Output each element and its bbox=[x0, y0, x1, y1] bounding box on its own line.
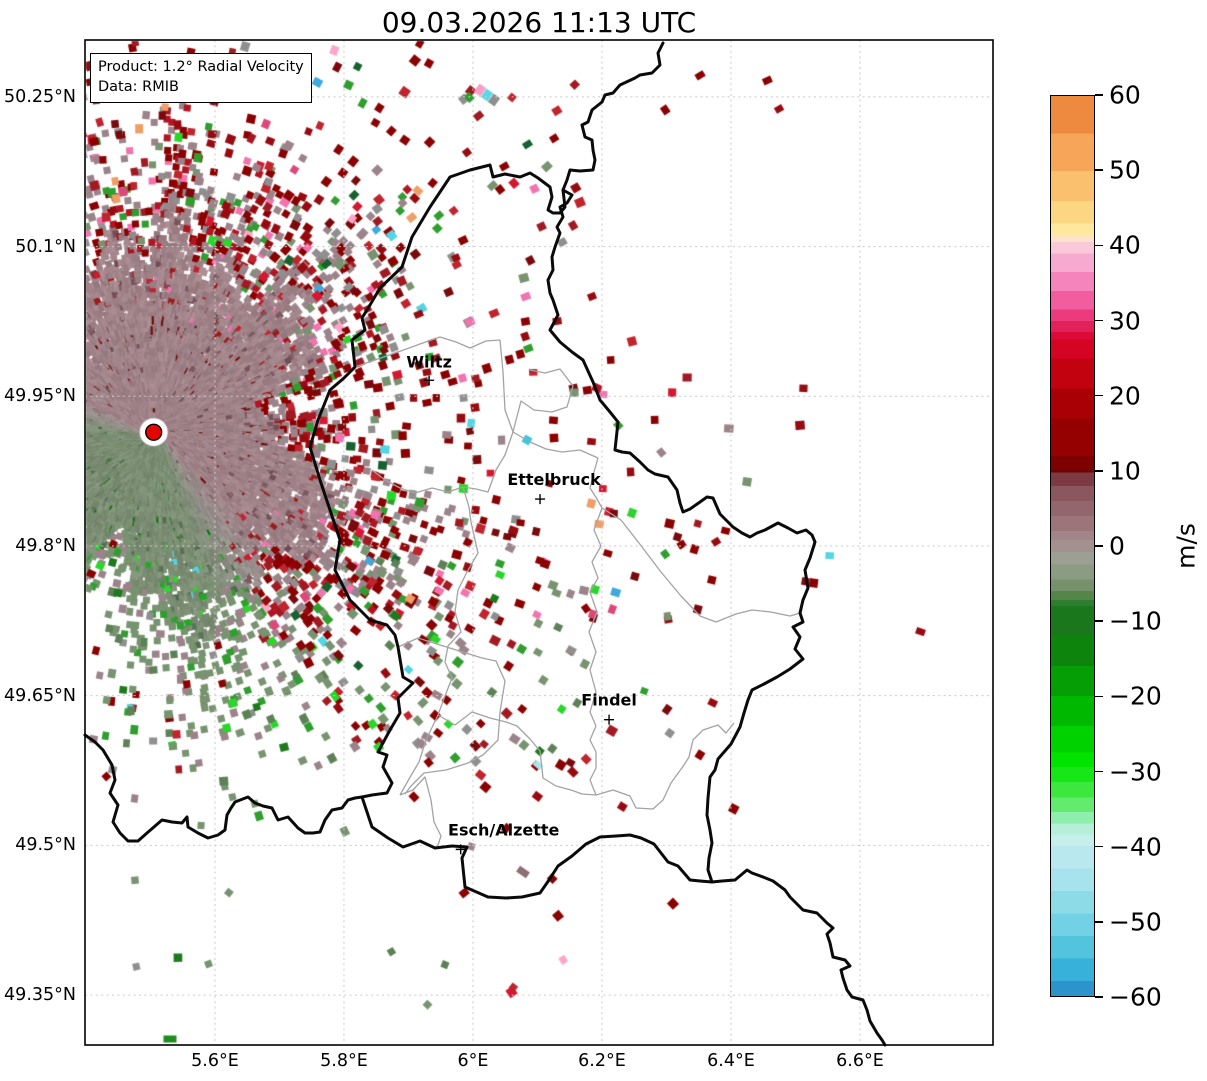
data-source-line: Data: RMIB bbox=[98, 79, 179, 96]
district-border-path bbox=[601, 507, 801, 623]
colorbar-tick-label: −10 bbox=[1109, 606, 1162, 636]
colorbar-tick bbox=[1095, 244, 1103, 247]
city-label: Esch/Alzette bbox=[448, 820, 560, 839]
colorbar-tick bbox=[1095, 94, 1103, 96]
lat-tick-label: 49.95°N bbox=[4, 386, 76, 407]
colorbar-tick-label: 50 bbox=[1109, 155, 1141, 185]
district-border-path bbox=[371, 431, 514, 494]
city-marker bbox=[535, 494, 546, 505]
colorbar-tick-label: 60 bbox=[1109, 80, 1141, 110]
product-info-box: Product: 1.2° Radial Velocity Data: RMIB bbox=[90, 53, 312, 103]
colorbar-tick bbox=[1095, 695, 1103, 698]
colorbar-tick bbox=[1095, 845, 1103, 848]
colorbar-tick-label: −30 bbox=[1109, 757, 1162, 786]
colorbar-tick bbox=[1095, 921, 1103, 923]
country-border-path bbox=[546, 188, 817, 884]
colorbar-tick-label: 20 bbox=[1109, 381, 1141, 411]
lat-tick-label: 49.5°N bbox=[15, 835, 76, 856]
district-border-path bbox=[351, 336, 501, 369]
lat-tick-label: 50.1°N bbox=[15, 236, 76, 257]
colorbar-tick bbox=[1095, 620, 1103, 622]
colorbar-tick bbox=[1095, 545, 1103, 547]
colorbar-tick-label: −40 bbox=[1109, 832, 1162, 862]
district-border-path bbox=[397, 637, 506, 795]
colorbar-tick bbox=[1095, 996, 1103, 998]
city-label: Findel bbox=[581, 691, 637, 710]
lon-tick-label: 5.6°E bbox=[191, 1051, 239, 1071]
district-border-path bbox=[512, 368, 574, 433]
country-border-path bbox=[83, 733, 364, 843]
lat-tick-label: 49.8°N bbox=[15, 535, 76, 556]
district-border-path bbox=[589, 725, 597, 796]
country-border-path bbox=[561, 41, 665, 192]
product-line: Product: 1.2° Radial Velocity bbox=[98, 59, 304, 75]
lat-tick-label: 50.25°N bbox=[4, 86, 76, 107]
colorbar-tick bbox=[1095, 470, 1103, 472]
lat-tick-label: 49.65°N bbox=[4, 685, 76, 706]
country-border-path bbox=[710, 868, 887, 1047]
lat-tick-label: 49.35°N bbox=[4, 985, 76, 1006]
colorbar-tick-label: 10 bbox=[1109, 456, 1141, 486]
map-frame bbox=[84, 39, 994, 1046]
city-marker bbox=[424, 375, 435, 386]
colorbar-tick-label: −20 bbox=[1109, 681, 1162, 711]
colorbar-unit-label: m/s bbox=[1171, 523, 1201, 569]
district-border-path bbox=[588, 457, 603, 727]
country-border-path bbox=[308, 163, 567, 799]
lon-tick-label: 6.2°E bbox=[578, 1051, 626, 1071]
city-label: Ettelbruck bbox=[507, 470, 601, 489]
colorbar-tick-label: −50 bbox=[1109, 907, 1162, 937]
colorbar-tick-label: 30 bbox=[1109, 306, 1141, 335]
district-border-path bbox=[399, 714, 439, 796]
colorbar-tick-label: 40 bbox=[1109, 230, 1141, 260]
city-marker bbox=[604, 714, 615, 725]
radar-site-dot bbox=[145, 423, 163, 441]
lon-tick-label: 5.8°E bbox=[320, 1051, 368, 1071]
district-border-path bbox=[437, 486, 479, 716]
lon-tick-label: 6°E bbox=[457, 1051, 489, 1071]
district-border-path bbox=[437, 711, 735, 810]
colorbar-tick bbox=[1095, 770, 1103, 773]
colorbar bbox=[1050, 95, 1095, 997]
city-marker bbox=[455, 844, 466, 855]
lon-tick-label: 6.6°E bbox=[836, 1051, 884, 1071]
country-border-path bbox=[360, 795, 714, 900]
district-border-path bbox=[499, 339, 599, 459]
colorbar-tick bbox=[1095, 169, 1103, 171]
colorbar-tick bbox=[1095, 394, 1103, 397]
district-border-path bbox=[399, 776, 442, 849]
colorbar-tick-label: 0 bbox=[1109, 531, 1125, 561]
colorbar-tick-label: −60 bbox=[1109, 982, 1162, 1012]
city-label: Wiltz bbox=[406, 352, 452, 371]
lon-tick-label: 6.4°E bbox=[707, 1051, 755, 1071]
colorbar-tick bbox=[1095, 319, 1103, 322]
